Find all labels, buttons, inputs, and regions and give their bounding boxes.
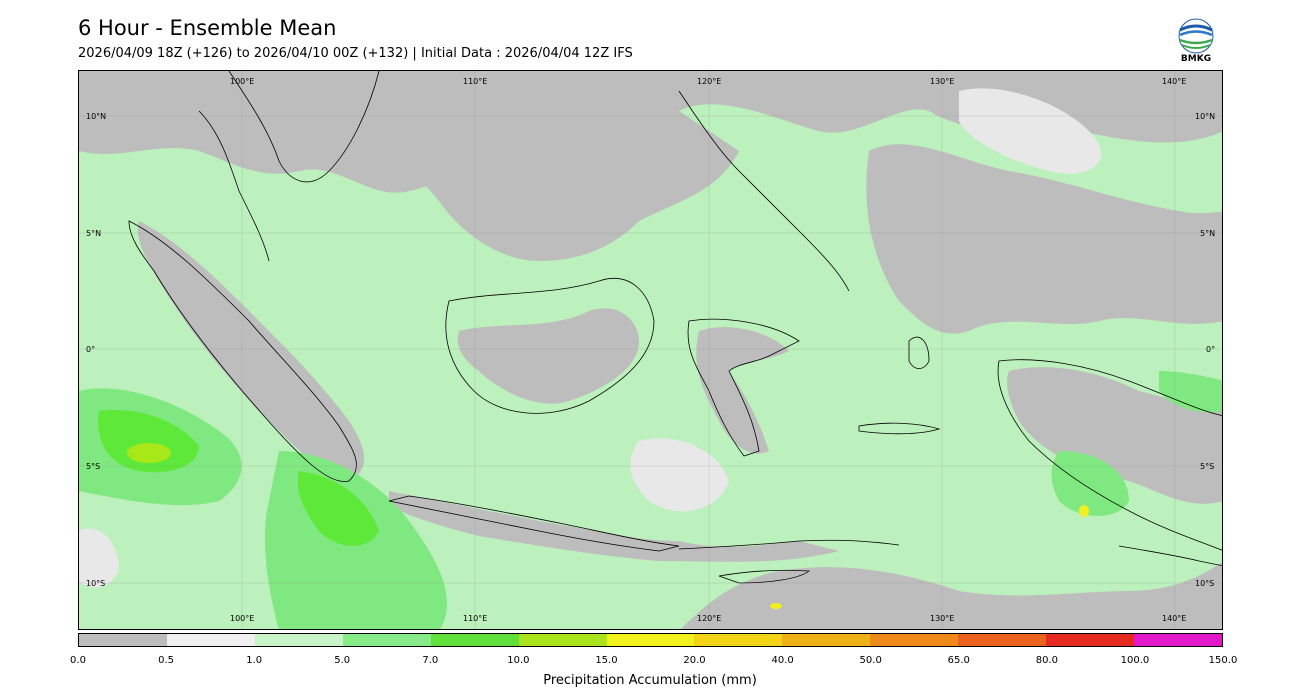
colorbar-tick-label: 150.0 — [1208, 655, 1238, 666]
colorbar-tick-label: 40.0 — [771, 655, 794, 666]
lon-label-140e: 140°E — [1162, 77, 1187, 86]
logo-text: BMKG — [1180, 54, 1212, 64]
coast-nusa-tenggara — [678, 539, 900, 550]
lat-label-0: 0° — [86, 345, 96, 354]
dry-area-borneo — [457, 308, 639, 404]
colorbar-segment — [342, 634, 431, 646]
colorbar-tick-label: 100.0 — [1120, 655, 1150, 666]
coast-halmahera — [908, 336, 930, 369]
lat-label-0-right: 0° — [1206, 345, 1216, 354]
lon-label-130e: 130°E — [930, 77, 955, 86]
coast-timor — [718, 569, 811, 584]
dry-area-sumatra — [137, 221, 364, 481]
dry-area-papua — [1007, 367, 1222, 504]
colorbar-segment — [518, 634, 607, 646]
colorbar-tick-label: 50.0 — [859, 655, 882, 666]
lat-label-10n: 10°N — [86, 112, 107, 121]
colorbar-segment — [1134, 634, 1222, 646]
rain-5-pacific-east — [1159, 371, 1222, 413]
lon-label-110e: 110°E — [463, 77, 488, 86]
trace-area-3 — [79, 528, 119, 588]
colorbar-segment — [782, 634, 871, 646]
rain-7-sunda-strait — [297, 471, 379, 546]
rain-7-indian-ocean — [98, 410, 199, 473]
dry-area-java-sea — [389, 491, 839, 562]
lat-label-5n-right: 5°N — [1200, 229, 1216, 238]
colorbar-tick-label: 1.0 — [246, 655, 263, 666]
graticule — [79, 71, 1222, 629]
lat-label-10s-right: 10°S — [1195, 579, 1215, 588]
rain-15-cell-papua — [1079, 505, 1089, 517]
lon-label-130e-bottom: 130°E — [930, 614, 955, 623]
coast-australia — [1118, 545, 1222, 567]
colorbar-segment — [430, 634, 519, 646]
colorbar-label: Precipitation Accumulation (mm) — [543, 673, 757, 688]
rain-5-papua — [1051, 451, 1129, 516]
trace-area-2 — [630, 438, 729, 512]
coast-papua — [997, 359, 1222, 551]
lat-label-10s: 10°S — [86, 579, 106, 588]
colorbar-tick-label: 0.0 — [70, 655, 86, 666]
rain-15-cell-timor — [770, 603, 782, 609]
rain-10-cell — [127, 443, 171, 463]
lat-label-5s-right: 5°S — [1200, 462, 1215, 471]
colorbar-tick-label: 7.0 — [422, 655, 439, 666]
colorbar-segment — [166, 634, 255, 646]
map-canvas — [79, 71, 1222, 629]
lat-label-5n: 5°N — [86, 229, 102, 238]
dry-area-south-china-sea — [299, 111, 739, 261]
coast-malay-peninsula — [198, 110, 270, 262]
lon-label-120e-bottom: 120°E — [697, 614, 722, 623]
coastlines — [128, 71, 1222, 584]
colorbar-tick-label: 0.5 — [158, 655, 175, 666]
lon-label-100e: 100°E — [230, 77, 255, 86]
dry-area-pacific — [866, 144, 1222, 334]
colorbar-segment — [606, 634, 695, 646]
coast-java — [388, 495, 680, 552]
coast-philippines — [678, 90, 850, 292]
map-title: 6 Hour - Ensemble Mean — [78, 16, 337, 40]
lon-label-140e-bottom: 140°E — [1162, 614, 1187, 623]
colorbar-segment — [870, 634, 959, 646]
lon-label-100e-bottom: 100°E — [230, 614, 255, 623]
colorbar-tick-label: 5.0 — [334, 655, 351, 666]
lat-label-5s: 5°S — [86, 462, 101, 471]
precipitation-map[interactable]: 10°N 5°N 0° 5°S 10°S 10°N 5°N 0° 5°S 10°… — [78, 70, 1223, 630]
lat-label-10n-right: 10°N — [1195, 112, 1216, 121]
colorbar-tick-label: 65.0 — [947, 655, 970, 666]
colorbar — [78, 633, 1223, 647]
coast-sumatra — [128, 220, 357, 482]
lon-label-120e: 120°E — [697, 77, 722, 86]
colorbar-tick-label: 10.0 — [507, 655, 530, 666]
lon-label-110e-bottom: 110°E — [463, 614, 488, 623]
colorbar-segment — [694, 634, 783, 646]
colorbar-segment — [1046, 634, 1135, 646]
colorbar-segment — [958, 634, 1047, 646]
trace-area-1 — [959, 88, 1102, 174]
coast-sulawesi — [687, 318, 800, 457]
coast-seram — [858, 422, 941, 435]
coast-borneo — [445, 278, 655, 414]
colorbar-tick-label: 80.0 — [1035, 655, 1058, 666]
coast-indochina — [228, 71, 380, 183]
dry-area-southeast — [681, 562, 1222, 629]
map-subtitle: 2026/04/09 18Z (+126) to 2026/04/10 00Z … — [78, 46, 633, 61]
colorbar-segment — [254, 634, 343, 646]
colorbar-tick-label: 15.0 — [595, 655, 618, 666]
bmkg-logo-icon — [1176, 18, 1216, 66]
dry-area-sulawesi — [696, 327, 789, 454]
colorbar-tick-label: 20.0 — [683, 655, 706, 666]
colorbar-segment — [79, 634, 167, 646]
